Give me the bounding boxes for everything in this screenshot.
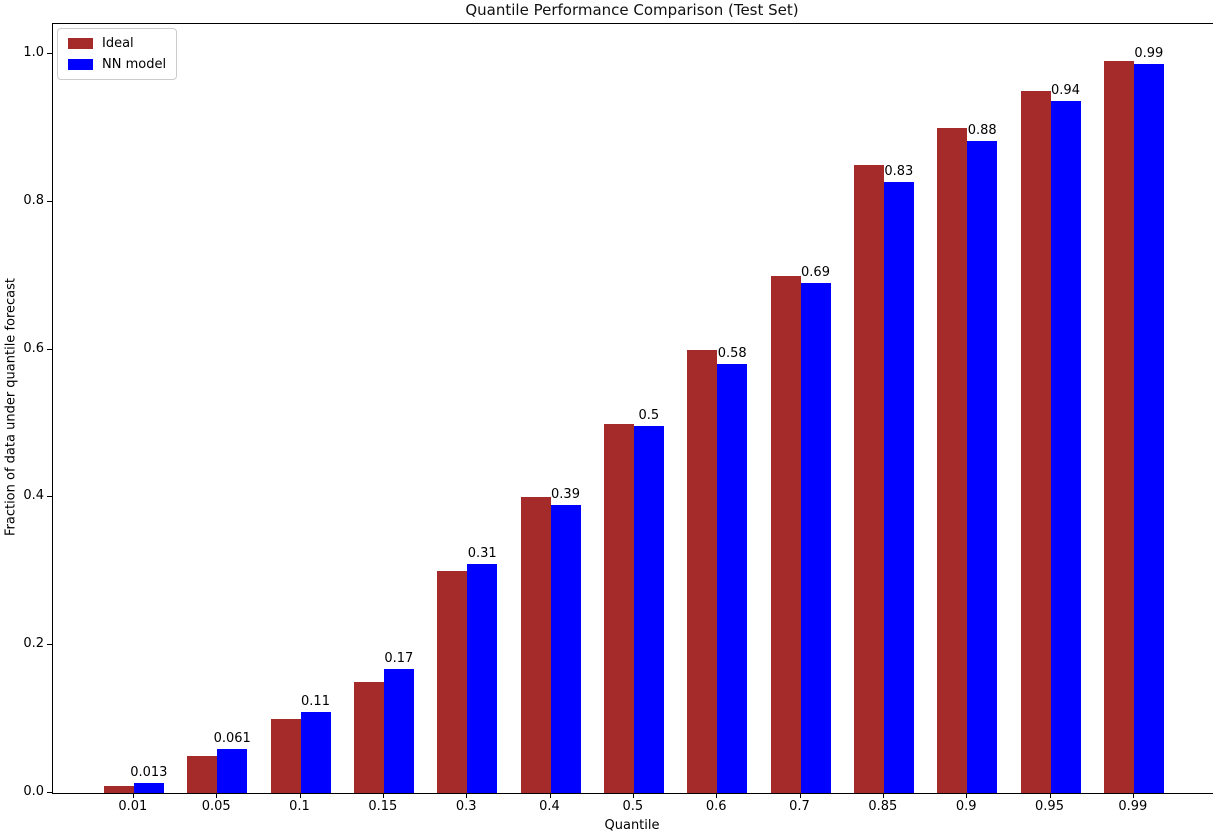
bar-value-label: 0.94 [1051, 82, 1080, 98]
x-tick-label: 0.3 [455, 799, 477, 814]
bar-value-label: 0.11 [301, 693, 330, 709]
bar-nn-model [633, 425, 664, 793]
x-tick-mark [132, 793, 134, 798]
bar-ideal [770, 275, 801, 793]
y-tick-label: 0.2 [23, 636, 44, 652]
bar-value-label: 0.88 [967, 122, 997, 138]
x-tick-mark [299, 793, 301, 798]
x-tick-label: 0.99 [1118, 799, 1148, 814]
legend-label-nn-model: NN model [102, 57, 167, 72]
bar-nn-model [967, 140, 998, 793]
plot-area: Ideal NN model 0.013 0.061 0.11 0.17 0.31 0.3… [52, 23, 1213, 794]
bar-nn-model [1133, 63, 1164, 793]
y-tick-mark [47, 792, 52, 793]
x-tick-label: 0.4 [539, 799, 560, 814]
x-tick-mark [1132, 793, 1134, 798]
bar-value-label: 0.99 [1134, 45, 1164, 61]
legend: Ideal NN model [57, 28, 178, 80]
x-tick-mark [382, 793, 384, 798]
x-tick-mark [466, 793, 468, 798]
x-tick-label: 0.01 [118, 799, 148, 814]
legend-item-ideal: Ideal [68, 36, 166, 51]
x-tick-label: 0.05 [201, 799, 231, 814]
x-tick-mark [216, 793, 218, 798]
x-tick-mark [966, 793, 968, 798]
legend-swatch-ideal-icon [68, 38, 93, 49]
y-tick-label: 0.4 [23, 488, 44, 504]
x-tick-mark [716, 793, 718, 798]
x-tick-mark [549, 793, 551, 798]
x-tick-mark [799, 793, 801, 798]
bar-nn-model [550, 504, 581, 793]
bar-nn-model [800, 283, 831, 793]
bar-value-label: 0.013 [130, 765, 168, 781]
bar-ideal [937, 127, 968, 793]
bar-ideal [270, 719, 301, 793]
bar-ideal [687, 349, 718, 793]
bar-nn-model [133, 783, 164, 793]
bar-value-label: 0.83 [884, 163, 914, 179]
y-tick-label: 0.6 [23, 340, 44, 356]
bar-ideal [187, 756, 218, 793]
chart-title: Quantile Performance Comparison (Test Se… [465, 1, 799, 19]
x-axis-label: Quantile [604, 818, 660, 833]
y-tick-label: 0.0 [23, 784, 44, 799]
bar-nn-model [1050, 100, 1081, 793]
x-tick-label: 0.7 [789, 799, 810, 814]
bar-value-label: 0.5 [638, 407, 660, 423]
x-tick-mark [1049, 793, 1051, 798]
bar-ideal [1103, 61, 1134, 793]
bar-nn-model [383, 668, 414, 793]
bar-value-label: 0.061 [213, 730, 251, 746]
x-tick-mark [882, 793, 884, 798]
bar-value-label: 0.69 [801, 265, 830, 281]
x-tick-label: 0.1 [289, 799, 310, 814]
y-tick-mark [47, 644, 52, 646]
y-tick-mark [47, 53, 52, 54]
legend-item-nn-model: NN model [68, 57, 166, 72]
bar-ideal [1020, 91, 1051, 793]
y-tick-mark [47, 496, 52, 498]
bar-value-label: 0.31 [467, 545, 497, 561]
x-tick-label: 0.15 [368, 799, 398, 814]
bar-ideal [353, 682, 384, 793]
bar-ideal [603, 423, 634, 793]
bar-ideal [853, 164, 884, 793]
x-tick-label: 0.95 [1035, 799, 1064, 814]
y-tick-mark [47, 348, 52, 350]
bar-ideal [520, 497, 551, 793]
bar-ideal [437, 571, 468, 793]
bar-nn-model [717, 363, 748, 793]
x-tick-label: 0.5 [622, 799, 644, 814]
y-tick-label: 0.8 [23, 192, 44, 208]
legend-swatch-nn-model-icon [68, 59, 93, 70]
x-tick-label: 0.85 [868, 799, 898, 814]
y-tick-label: 1.0 [23, 45, 44, 60]
bar-value-label: 0.39 [551, 486, 580, 502]
legend-label-ideal: Ideal [102, 36, 134, 51]
bar-value-label: 0.17 [384, 650, 414, 666]
bar-nn-model [300, 711, 331, 793]
bar-ideal [103, 785, 134, 793]
x-tick-mark [632, 793, 634, 798]
bar-nn-model [467, 563, 498, 793]
bar-nn-model [883, 181, 914, 793]
x-tick-label: 0.9 [955, 799, 977, 814]
bar-value-label: 0.58 [717, 345, 747, 361]
bar-nn-model [217, 748, 248, 793]
x-tick-label: 0.6 [705, 799, 727, 814]
y-tick-mark [47, 200, 52, 202]
